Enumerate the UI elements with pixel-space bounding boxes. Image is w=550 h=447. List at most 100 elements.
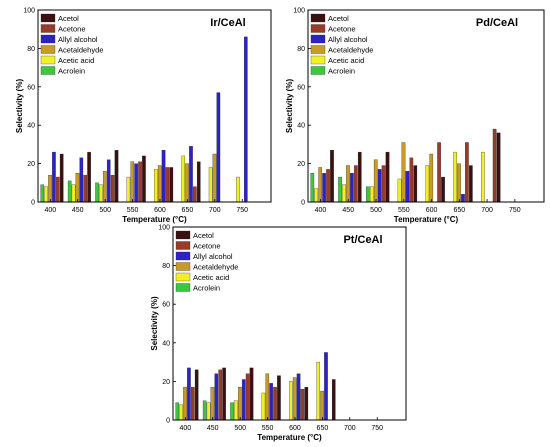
- bar-acetic-acid-550: [261, 392, 266, 421]
- legend-label-acetone: Acetone: [328, 25, 356, 34]
- plot-frame: [307, 9, 545, 203]
- x-axis-label: Temperature (°C): [257, 433, 322, 442]
- bar-allyl-alcohol-450: [79, 157, 84, 203]
- chart-panel-2: 0 20 40 60 80 100 400 450 500 550 600 650 700 750 Temp…: [150, 225, 407, 442]
- bar-acetic-acid-750: [236, 176, 240, 203]
- bar-acetaldehyde-500: [373, 159, 378, 203]
- bar-acetol-600: [304, 387, 309, 421]
- bar-acetaldehyde-450: [75, 173, 80, 203]
- x-tick-label: 550: [127, 207, 139, 214]
- legend-label-acetol: Acetol: [328, 14, 349, 23]
- bar-acetol-600: [169, 167, 174, 203]
- y-tick-label: 60: [297, 84, 305, 91]
- legend-label-acetaldehyde: Acetaldehyde: [193, 263, 238, 272]
- x-tick-label: 550: [262, 425, 274, 432]
- bar-acetic-acid-550: [126, 176, 131, 203]
- x-tick-label: 700: [481, 207, 493, 214]
- legend-swatch-acrolein: [40, 66, 56, 75]
- bar-allyl-alcohol-450: [214, 373, 219, 421]
- bar-acetone-450: [218, 369, 223, 421]
- plot-frame: [37, 9, 272, 203]
- bar-allyl-alcohol-500: [377, 169, 382, 203]
- bar-acetic-acid-600: [154, 169, 158, 203]
- bar-acetaldehyde-650: [185, 163, 189, 203]
- bar-acetic-acid-400: [314, 188, 319, 203]
- bar-allyl-alcohol-650: [189, 146, 193, 203]
- plot-frame: [172, 226, 407, 421]
- legend-label-acetone: Acetone: [193, 242, 221, 251]
- bar-acetic-acid-550: [397, 178, 402, 203]
- y-tick-label: 40: [297, 123, 305, 130]
- legend-swatch-acetic-acid: [40, 55, 56, 65]
- x-tick-label: 500: [99, 207, 111, 214]
- bar-acetaldehyde-400: [183, 387, 187, 421]
- x-tick-label: 550: [398, 207, 410, 214]
- bar-acetic-acid-500: [99, 184, 103, 203]
- y-axis-label: Selectivity (%): [15, 79, 24, 134]
- legend-label-acrolein: Acrolein: [328, 67, 355, 76]
- bar-acetol-600: [441, 176, 445, 203]
- legend-label-allyl-alcohol: Allyl alcohol: [58, 35, 98, 44]
- legend-swatch-acetaldehyde: [310, 45, 326, 54]
- bar-acetaldehyde-550: [130, 161, 135, 203]
- bar-acrolein-400: [175, 402, 180, 421]
- x-tick-label: 600: [289, 425, 301, 432]
- bar-acetic-acid-700: [481, 151, 485, 203]
- bar-acetol-500: [249, 367, 254, 421]
- bar-allyl-alcohol-550: [405, 171, 410, 203]
- bar-acetone-600: [300, 388, 305, 421]
- bar-acetaldehyde-550: [401, 142, 406, 203]
- bar-acetic-acid-500: [234, 400, 238, 421]
- bar-acrolein-500: [366, 186, 370, 203]
- bar-acrolein-400: [40, 184, 45, 203]
- bar-acetic-acid-650: [316, 361, 321, 421]
- bar-acetone-550: [138, 161, 142, 203]
- bar-acetone-550: [409, 157, 414, 203]
- bar-allyl-alcohol-500: [241, 379, 246, 421]
- bar-acetol-400: [59, 153, 64, 203]
- x-tick-label: 450: [207, 425, 219, 432]
- bar-acetol-550: [277, 375, 281, 421]
- bar-allyl-alcohol-600: [296, 373, 301, 421]
- bar-acrolein-450: [202, 400, 207, 421]
- x-tick-label: 500: [370, 207, 382, 214]
- bar-acetone-650: [193, 186, 197, 203]
- bar-acetol-500: [385, 151, 390, 203]
- legend-swatch-allyl-alcohol: [40, 34, 56, 44]
- bar-acetaldehyde-450: [210, 387, 215, 421]
- bar-allyl-alcohol-450: [350, 173, 354, 203]
- x-tick-label: 500: [234, 425, 246, 432]
- bar-acetaldehyde-600: [292, 377, 297, 421]
- bar-acetone-450: [83, 174, 87, 203]
- legend-label-acetol: Acetol: [193, 231, 214, 240]
- bar-acetaldehyde-400: [48, 174, 52, 203]
- bar-allyl-alcohol-750: [244, 36, 248, 203]
- legend-swatch-acrolein: [310, 66, 326, 75]
- y-tick-label: 20: [27, 161, 35, 168]
- x-tick-label: 700: [344, 425, 356, 432]
- bar-allyl-alcohol-650: [324, 352, 328, 421]
- bar-acetone-450: [354, 165, 358, 203]
- legend-swatch-acetol: [175, 230, 191, 240]
- y-tick-label: 60: [27, 84, 35, 91]
- y-tick-label: 80: [297, 46, 305, 53]
- bar-acetol-550: [413, 165, 418, 203]
- bar-acetol-550: [142, 155, 146, 203]
- bar-allyl-alcohol-650: [461, 194, 465, 203]
- x-tick-label: 750: [371, 425, 383, 432]
- x-tick-label: 400: [44, 207, 56, 214]
- chart-panel-0: 0 20 40 60 80 100 400 450 500 550 600 650 700 750 Temp…: [15, 8, 272, 224]
- bar-acetic-acid-450: [71, 184, 76, 203]
- bar-allyl-alcohol-400: [52, 151, 56, 203]
- panel-title: Pd/CeAl: [476, 17, 518, 29]
- y-tick-label: 20: [297, 161, 305, 168]
- bar-acetic-acid-650: [181, 155, 186, 203]
- y-tick-label: 20: [162, 379, 170, 386]
- bar-acetol-500: [114, 150, 119, 203]
- x-tick-label: 750: [509, 207, 521, 214]
- bar-acetol-450: [87, 151, 91, 203]
- bar-acetaldehyde-600: [157, 165, 162, 203]
